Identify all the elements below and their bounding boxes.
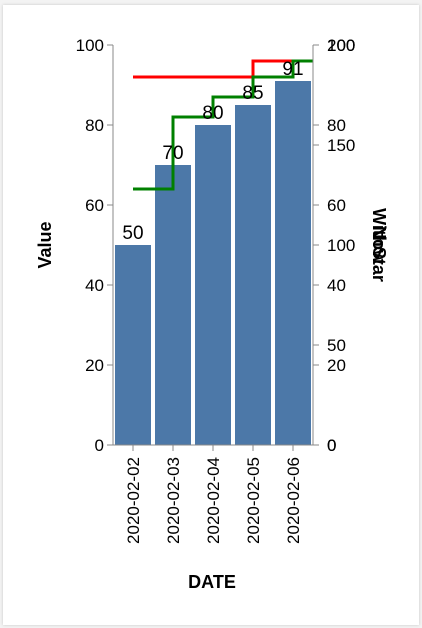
bar-2020-02-03 xyxy=(155,165,191,445)
chart-card: Value DATE Now WithStar 50 70 80 85 91 0 20 40 6… xyxy=(3,5,419,625)
right-tick-label-withstar: 200 xyxy=(327,36,355,55)
bar-value-label: 91 xyxy=(282,59,303,80)
right-tick-label-now: 40 xyxy=(327,276,346,295)
bar-value-label: 70 xyxy=(162,143,183,164)
right-tick-label-now: 0 xyxy=(327,436,336,455)
x-tick-label: 2020-02-02 xyxy=(124,457,143,544)
bar-chart: Value DATE Now WithStar 50 70 80 85 91 0 20 40 6… xyxy=(35,36,389,592)
y-tick-label: 40 xyxy=(85,276,104,295)
x-tick-label: 2020-02-06 xyxy=(284,457,303,544)
y-tick-label: 100 xyxy=(76,36,104,55)
x-tick-label: 2020-02-03 xyxy=(164,457,183,544)
right-tick-label-withstar: 50 xyxy=(327,336,346,355)
y-tick-label: 80 xyxy=(85,116,104,135)
right-tick-label-now: 100 xyxy=(327,36,355,55)
y-tick-label: 60 xyxy=(85,196,104,215)
bar-value-label: 50 xyxy=(122,223,143,244)
right-tick-label-now: 20 xyxy=(327,356,346,375)
right-tick-label-now: 80 xyxy=(327,116,346,135)
right-tick-label-now: 60 xyxy=(327,196,346,215)
right-axis-title-now: Now xyxy=(369,226,389,265)
x-tick-label: 2020-02-04 xyxy=(204,457,223,544)
bar-2020-02-04 xyxy=(195,125,231,445)
right-tick-label-withstar: 100 xyxy=(327,236,355,255)
x-axis-title: DATE xyxy=(188,572,236,592)
y-axis-title: Value xyxy=(35,221,55,268)
bar-value-label: 85 xyxy=(242,83,263,104)
right-axis-title-withstar: WithStar xyxy=(369,208,389,282)
bar-value-label: 80 xyxy=(202,103,223,124)
y-tick-label: 0 xyxy=(95,436,104,455)
bar-2020-02-06 xyxy=(275,81,311,445)
right-tick-label-withstar: 0 xyxy=(327,436,336,455)
right-tick-label-withstar: 150 xyxy=(327,136,355,155)
y-tick-label: 20 xyxy=(85,356,104,375)
bar-2020-02-02 xyxy=(115,245,151,445)
step-line-1 xyxy=(133,59,313,191)
bar-2020-02-05 xyxy=(235,105,271,445)
x-tick-label: 2020-02-05 xyxy=(244,457,263,544)
